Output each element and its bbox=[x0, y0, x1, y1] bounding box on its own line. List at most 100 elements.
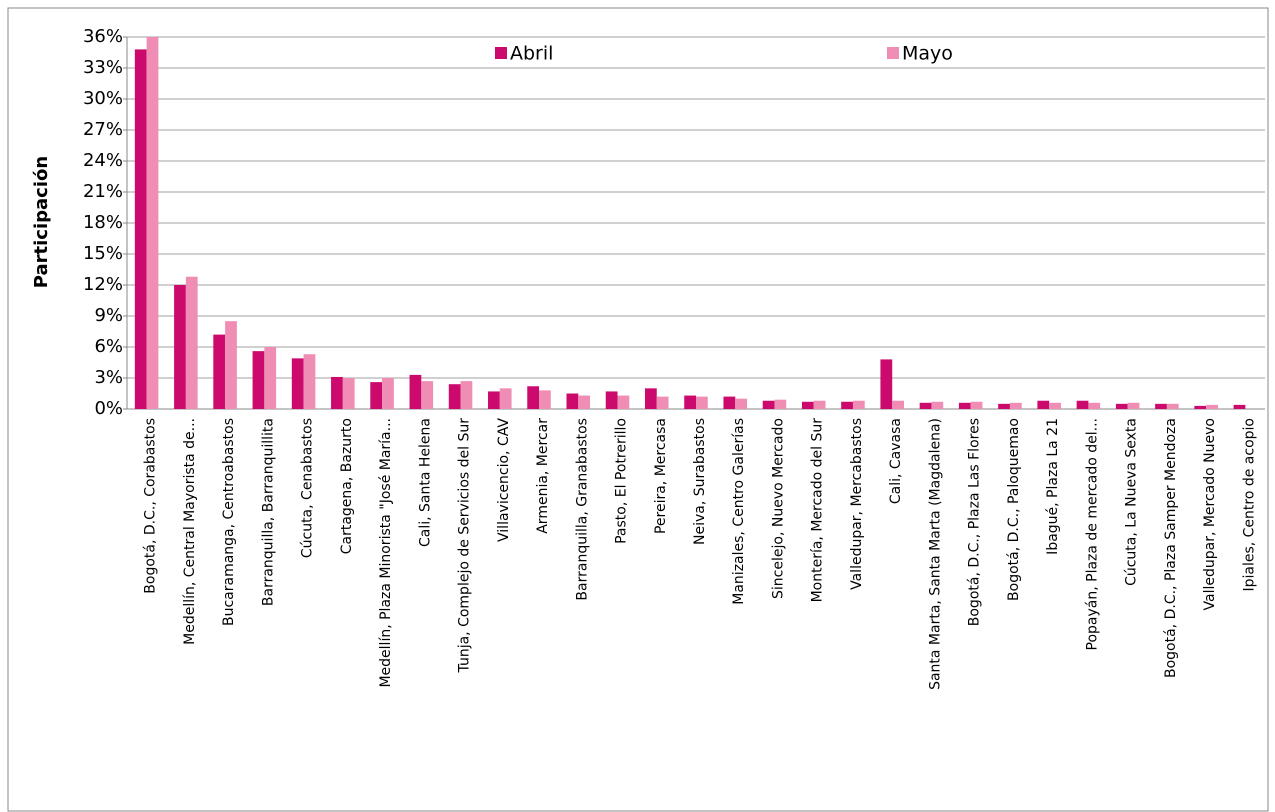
bar bbox=[852, 400, 865, 409]
x-tick-label: Bogotá, D.C., Corabastos bbox=[143, 418, 159, 594]
bar bbox=[566, 393, 579, 409]
bar bbox=[1009, 402, 1022, 409]
x-tick-label: Cali, Cavasa bbox=[888, 418, 904, 504]
x-tick-label: Ibagué, Plaza La 21 bbox=[1045, 418, 1061, 555]
bar bbox=[291, 358, 304, 409]
bar bbox=[252, 351, 265, 409]
x-tick-label: Armenia, Mercar bbox=[535, 418, 551, 534]
bar bbox=[578, 395, 591, 409]
bar bbox=[735, 398, 748, 409]
bar bbox=[421, 381, 434, 409]
y-tick-label: 9% bbox=[94, 305, 123, 326]
bar bbox=[1049, 402, 1061, 409]
x-tick-label: Montería, Mercado del Sur bbox=[810, 418, 826, 603]
x-tick-label: Cúcuta, La Nueva Sexta bbox=[1124, 418, 1140, 586]
legend-label: Mayo bbox=[902, 43, 953, 65]
bar bbox=[527, 386, 540, 409]
x-tick-label: Barranquilla, Barranquillita bbox=[260, 418, 276, 606]
bar bbox=[723, 396, 736, 409]
x-tick-label: Manizales, Centro Galerías bbox=[731, 418, 747, 605]
y-tick-label: 3% bbox=[94, 367, 123, 388]
bar bbox=[488, 391, 500, 409]
x-tick-label: Bogotá, D.C., Plaza Samper Mendoza bbox=[1163, 418, 1179, 678]
x-tick-label: Bogotá, D.C., Paloquemao bbox=[1006, 418, 1022, 601]
bar bbox=[1076, 400, 1089, 409]
x-tick-label: Santa Marta, Santa Marta (Magdalena) bbox=[927, 418, 943, 690]
bar bbox=[1037, 400, 1050, 409]
y-tick-label: 18% bbox=[83, 212, 123, 233]
bar bbox=[1115, 403, 1128, 409]
x-tick-label: Barranquilla, Granabastos bbox=[574, 418, 590, 601]
bar bbox=[448, 384, 461, 409]
x-tick-label: Villavicencio, CAV bbox=[496, 418, 512, 542]
x-tick-label: Bogotá, D.C., Plaza Las Flores bbox=[967, 418, 983, 626]
bar bbox=[134, 49, 147, 410]
bar bbox=[892, 400, 904, 409]
bar bbox=[958, 402, 971, 409]
bar bbox=[762, 400, 775, 409]
y-tick-label: 27% bbox=[83, 119, 123, 140]
bar bbox=[684, 395, 696, 409]
bar bbox=[331, 376, 343, 409]
bar bbox=[1166, 403, 1179, 409]
y-tick-label: 12% bbox=[83, 274, 123, 295]
bar bbox=[342, 378, 355, 409]
y-tick-label: 15% bbox=[83, 243, 123, 264]
x-tick-label: Valledupar, Mercado Nuevo bbox=[1202, 418, 1218, 610]
x-tick-label: Sincelejo, Nuevo Mercado bbox=[770, 418, 786, 599]
bar bbox=[919, 402, 932, 409]
y-tick-label: 21% bbox=[83, 181, 123, 202]
x-tick-label: Cúcuta, Cenabastos bbox=[300, 418, 316, 558]
x-tick-label: Bucaramanga, Centroabastos bbox=[221, 418, 237, 626]
legend-swatch bbox=[495, 47, 507, 59]
bar bbox=[605, 391, 618, 409]
y-tick-label: 0% bbox=[94, 398, 123, 419]
bar bbox=[225, 321, 237, 409]
bar bbox=[185, 276, 198, 409]
y-axis-label: Participación bbox=[31, 156, 52, 288]
x-tick-label: Cali, Santa Helena bbox=[417, 418, 433, 547]
bar bbox=[931, 401, 944, 409]
bar bbox=[880, 359, 893, 409]
legend-swatch bbox=[887, 47, 899, 59]
bar bbox=[264, 347, 277, 409]
bar bbox=[460, 381, 473, 409]
y-tick-label: 36% bbox=[83, 26, 123, 47]
bar bbox=[801, 401, 814, 409]
bar bbox=[1155, 403, 1167, 409]
bar bbox=[174, 285, 186, 409]
bar bbox=[813, 400, 826, 409]
bar bbox=[370, 382, 383, 409]
bar bbox=[146, 37, 159, 409]
x-tick-label: Neiva, Surabastos bbox=[692, 418, 708, 545]
x-tick-label: Cartagena, Bazurto bbox=[339, 418, 355, 554]
bar bbox=[656, 396, 669, 409]
bar bbox=[970, 401, 983, 409]
x-tick-label: Medellín, Plaza Minorista "José María... bbox=[378, 418, 394, 688]
x-tick-label: Pereira, Mercasa bbox=[653, 418, 669, 534]
bar bbox=[539, 390, 551, 409]
bar bbox=[382, 378, 394, 409]
x-tick-label: Medellín, Central Mayorista de... bbox=[182, 418, 198, 645]
y-tick-label: 33% bbox=[83, 57, 123, 78]
bar bbox=[644, 388, 657, 409]
bar bbox=[409, 374, 422, 409]
bar bbox=[1194, 405, 1207, 409]
x-tick-label: Popayán, Plaza de mercado del... bbox=[1084, 418, 1100, 650]
bar bbox=[1127, 402, 1140, 409]
bar bbox=[499, 388, 512, 409]
bar bbox=[617, 395, 630, 409]
x-tick-label: Valledupar, Mercabastos bbox=[849, 418, 865, 590]
bar bbox=[696, 396, 708, 409]
bar bbox=[1206, 404, 1218, 409]
bar bbox=[841, 401, 853, 409]
bar bbox=[1088, 402, 1101, 409]
y-tick-label: 24% bbox=[83, 150, 123, 171]
legend-label: Abril bbox=[510, 43, 553, 65]
bar bbox=[998, 403, 1010, 409]
bar bbox=[774, 399, 787, 409]
x-tick-label: Ipiales, Centro de acopio bbox=[1241, 418, 1257, 592]
bar bbox=[1233, 404, 1246, 409]
